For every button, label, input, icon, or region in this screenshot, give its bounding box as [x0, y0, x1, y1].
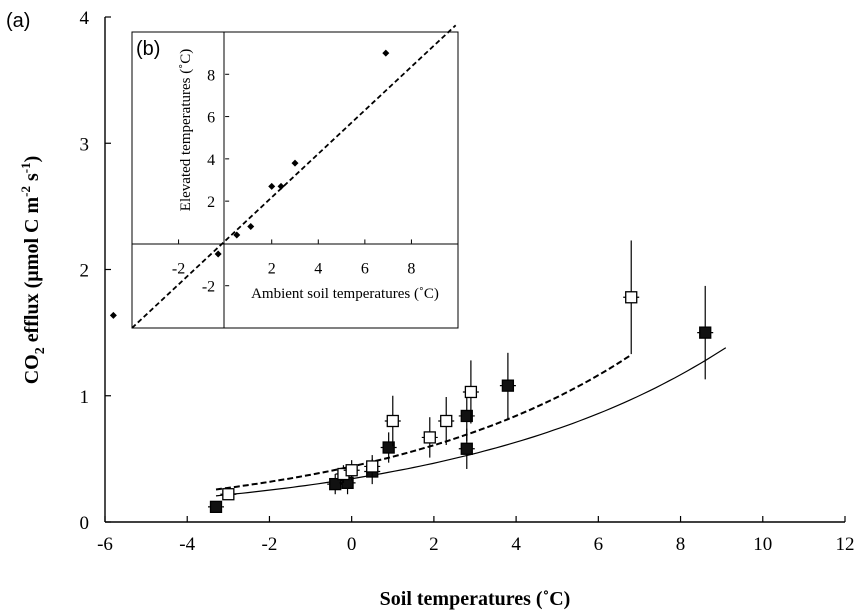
filled-square-marker	[382, 441, 395, 454]
inset-y-tick-label: 2	[207, 194, 215, 211]
main-x-tick-label: 2	[429, 534, 439, 555]
main-y-axis-title: CO2 efflux (µmol C m-2 s-1)	[18, 156, 48, 385]
inset-dashed-fit-line	[131, 24, 457, 329]
inset-diamond-marker	[109, 311, 117, 319]
inset-data-points	[109, 49, 390, 319]
main-x-tick-label: 10	[753, 534, 772, 555]
open-square-marker	[366, 460, 379, 473]
main-x-tick-label: 6	[594, 534, 604, 555]
open-square-marker	[345, 464, 358, 477]
filled-square-marker	[460, 409, 473, 423]
filled-square-point	[499, 352, 516, 419]
inset-x-tick-label: 4	[314, 260, 322, 277]
inset-diamond-marker	[382, 49, 390, 57]
inset-x-tick-label: 6	[361, 260, 369, 277]
filled-square-marker	[501, 379, 515, 392]
main-y-tick-label: 0	[80, 513, 90, 534]
inset-diamond-marker	[291, 159, 299, 167]
open-square-point	[364, 455, 381, 478]
main-x-tick-label: 12	[836, 534, 855, 555]
filled-square-point	[697, 285, 714, 380]
inset-diamond-marker	[214, 250, 222, 258]
inset-y-tick-label: 6	[207, 110, 215, 127]
open-square-point	[343, 460, 360, 481]
inset-x-ticks: -2 2 4 6 8	[172, 239, 415, 277]
filled-square-point	[327, 474, 344, 495]
inset-y-ticks: -2 2 4 6 8	[202, 67, 230, 296]
main-x-axis-title: Soil temperatures (˚C)	[380, 588, 571, 610]
inset-x-tick-label: 8	[407, 260, 415, 277]
open-square-point	[384, 395, 401, 447]
open-square-point	[438, 397, 455, 445]
main-y-tick-label: 3	[80, 134, 90, 155]
filled-square-point	[380, 432, 397, 463]
inset-x-axis-title: Ambient soil temperatures (˚C)	[251, 286, 439, 302]
main-y-tick-label: 4	[80, 8, 90, 29]
open-square-point	[220, 488, 237, 501]
inset-plot: -2 2 4 6 8 -2 2 4 6 8 (b) Ambient soil temperatu…	[109, 24, 459, 329]
open-square-marker	[440, 414, 453, 428]
inset-y-axis-title: Elevated temperatures (˚C)	[178, 49, 194, 211]
dashed-fit-curve	[215, 354, 632, 491]
open-square-marker	[222, 488, 235, 501]
main-x-tick-label: -6	[97, 534, 113, 555]
inset-frame	[131, 31, 459, 329]
open-square-marker	[625, 291, 638, 304]
main-y-tick-label: 1	[80, 387, 90, 408]
inset-fit-line	[131, 24, 457, 329]
open-square-marker	[423, 431, 436, 444]
inset-y-tick-label: 8	[207, 67, 215, 84]
main-x-tick-label: 8	[676, 534, 686, 555]
filled-square-point	[458, 390, 475, 442]
inset-x-tick-label: -2	[172, 260, 185, 277]
main-x-ticks: -6 -4 -2 0 2 4 6 8 10 12	[97, 516, 855, 555]
panel-a-label: (a)	[6, 10, 30, 32]
open-square-point	[623, 240, 640, 355]
data-points	[208, 240, 714, 514]
inset-x-tick-label: 2	[268, 260, 276, 277]
open-square-marker	[464, 385, 478, 399]
inset-diamond-marker	[233, 231, 241, 239]
main-x-tick-label: -2	[262, 534, 278, 555]
inset-y-tick-label: 4	[207, 152, 215, 169]
main-y-tick-label: 2	[80, 261, 90, 282]
open-square-point	[421, 417, 438, 458]
inset-diamond-marker	[277, 182, 285, 190]
inset-y-tick-label: -2	[202, 279, 215, 296]
inset-diamond-marker	[247, 223, 255, 231]
main-x-tick-label: 0	[347, 534, 357, 555]
inset-diamond-marker	[268, 182, 276, 190]
open-square-point	[462, 360, 479, 424]
filled-square-marker	[460, 442, 473, 455]
main-x-tick-label: -4	[179, 534, 195, 555]
filled-square-point	[208, 500, 224, 514]
main-x-tick-label: 4	[511, 534, 521, 555]
panel-b-label: (b)	[136, 38, 160, 60]
open-square-marker	[386, 414, 399, 428]
filled-square-marker	[209, 500, 223, 514]
main-y-ticks: 0 1 2 3 4	[80, 8, 111, 534]
filled-square-marker	[699, 326, 712, 339]
filled-square-marker	[329, 477, 342, 491]
